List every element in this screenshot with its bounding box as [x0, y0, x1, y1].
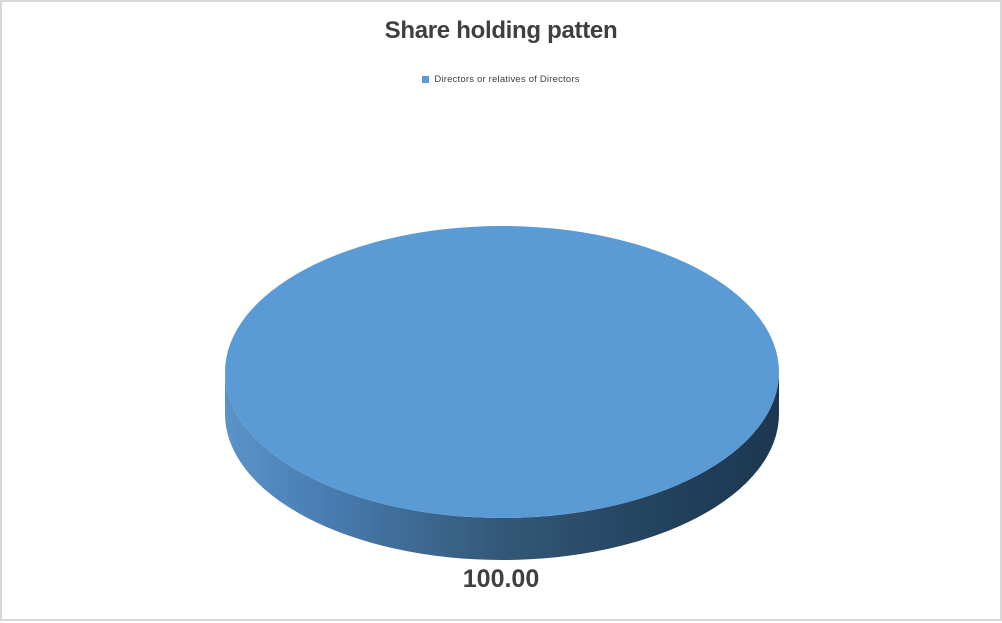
data-label: 100.00: [462, 565, 540, 593]
pie-slice-top[interactable]: [225, 226, 779, 518]
legend-item[interactable]: Directors or relatives of Directors: [422, 74, 579, 85]
legend-marker-icon: [422, 76, 430, 83]
chart-legend: Directors or relatives of Directors: [2, 74, 1000, 85]
legend-label: Directors or relatives of Directors: [434, 74, 580, 85]
pie-slice-side[interactable]: [225, 372, 779, 560]
chart-title: Share holding patten: [384, 17, 618, 44]
